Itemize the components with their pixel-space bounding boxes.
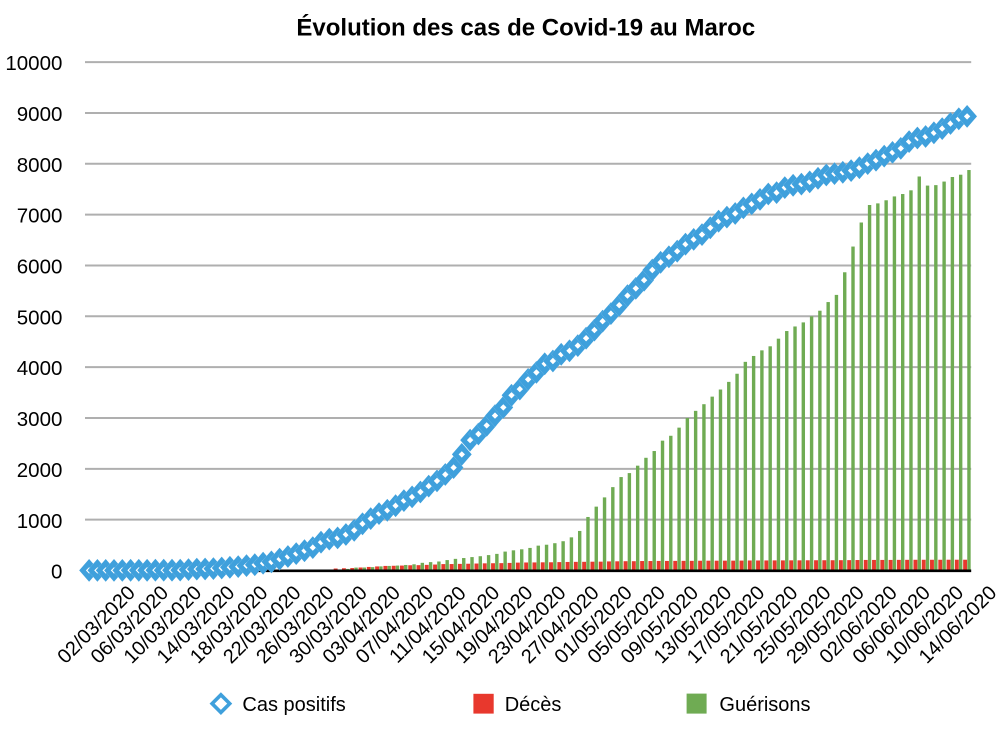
svg-text:Évolution des cas de Covid-19: Évolution des cas de Covid-19 au Maroc [296, 13, 755, 41]
svg-text:4000: 4000 [17, 357, 63, 380]
svg-text:6000: 6000 [17, 256, 63, 279]
svg-text:0: 0 [51, 561, 62, 584]
svg-text:5000: 5000 [17, 306, 63, 329]
svg-text:Décès: Décès [505, 694, 562, 716]
svg-text:2000: 2000 [17, 459, 63, 482]
svg-text:9000: 9000 [17, 103, 63, 126]
svg-text:7000: 7000 [17, 205, 63, 228]
svg-text:Guérisons: Guérisons [719, 694, 810, 716]
svg-text:3000: 3000 [17, 408, 63, 431]
svg-text:10000: 10000 [5, 52, 62, 75]
svg-text:8000: 8000 [17, 154, 63, 177]
svg-text:Cas positifs: Cas positifs [242, 694, 345, 716]
svg-text:1000: 1000 [17, 510, 63, 533]
